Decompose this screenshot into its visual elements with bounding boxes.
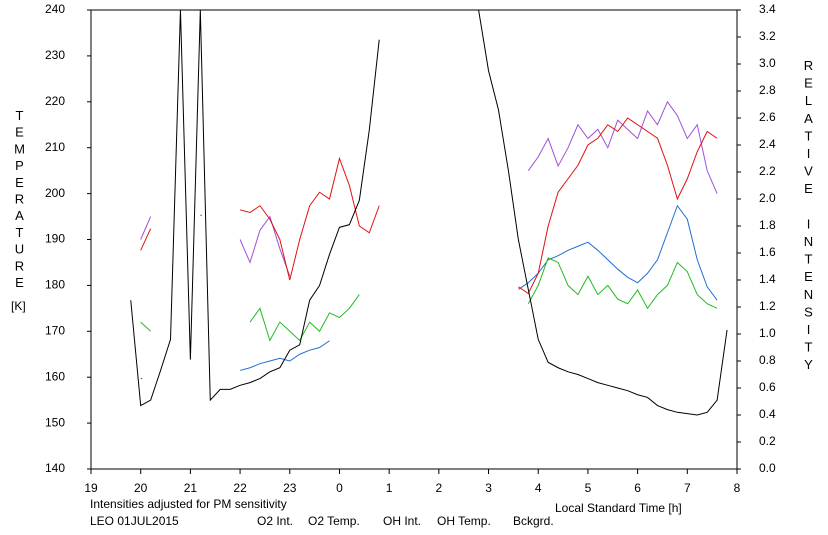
y-tick-label: 240: [45, 2, 65, 16]
x-tick-label: 2: [436, 481, 443, 495]
x-tick-label: 1: [386, 481, 393, 495]
y2-tick-label: 0.6: [759, 380, 776, 394]
y2-tick-label: 2.0: [759, 191, 776, 205]
y-tick-label: 140: [45, 461, 65, 475]
y-tick-label: 200: [45, 186, 65, 200]
y-axis-label: TEMPERATURE: [12, 108, 27, 292]
y2-tick-label: 1.4: [759, 272, 776, 286]
y2-tick-label: 2.8: [759, 83, 776, 97]
y2-tick-label: 0.4: [759, 407, 776, 421]
legend-entry: Bckgrd.: [513, 514, 554, 528]
x-tick-label: 19: [84, 481, 98, 495]
y-tick-label: 150: [45, 415, 65, 429]
y2-tick-label: 3.0: [759, 56, 776, 70]
y2-tick-label: 2.6: [759, 110, 776, 124]
y-tick-label: 190: [45, 232, 65, 246]
y2-tick-label: 3.2: [759, 29, 776, 43]
x-tick-label: 8: [734, 481, 741, 495]
y-tick-label: 220: [45, 94, 65, 108]
legend-entry: O2 Int.: [257, 514, 293, 528]
x-tick-label: 3: [485, 481, 492, 495]
y-tick-label: 160: [45, 369, 65, 383]
series-line: [140, 257, 718, 342]
legend-entry: OH Int.: [383, 514, 421, 528]
x-tick-label: 22: [233, 481, 247, 495]
y2-tick-label: 1.2: [759, 299, 776, 313]
x-tick-label: 0: [336, 481, 343, 495]
y2-tick-label: 1.6: [759, 245, 776, 259]
series-line: [140, 117, 718, 295]
legend-entry: OH Temp.: [437, 514, 491, 528]
series-line: [140, 204, 718, 380]
y2-tick-label: 0.2: [759, 434, 776, 448]
annotation: LEO 01JUL2015: [90, 514, 179, 528]
x-axis-label: Local Standard Time [h]: [555, 501, 682, 515]
legend-entry: O2 Temp.: [308, 514, 360, 528]
y2-tick-label: 2.4: [759, 137, 776, 151]
x-tick-label: 23: [283, 481, 297, 495]
x-tick-label: 4: [535, 481, 542, 495]
y2-tick-label: 0.0: [759, 461, 776, 475]
y-tick-label: 210: [45, 140, 65, 154]
x-tick-label: 20: [134, 481, 148, 495]
series-line: [130, 10, 728, 416]
y-axis-unit: [K]: [11, 299, 26, 313]
x-tick-label: 5: [585, 481, 592, 495]
y2-tick-label: 1.0: [759, 326, 776, 340]
y-tick-label: 180: [45, 278, 65, 292]
annotation: Intensities adjusted for PM sensitivity: [90, 497, 287, 511]
y2-tick-label: 1.8: [759, 218, 776, 232]
y2-tick-label: 0.8: [759, 353, 776, 367]
plot-area: [130, 10, 728, 416]
x-tick-label: 21: [184, 481, 198, 495]
y2-tick-label: 3.4: [759, 2, 776, 16]
y2-tick-label: 2.2: [759, 164, 776, 178]
y-tick-label: 170: [45, 323, 65, 337]
x-tick-label: 7: [684, 481, 691, 495]
series-line: [140, 100, 718, 277]
x-tick-label: 6: [634, 481, 641, 495]
y-tick-label: 230: [45, 48, 65, 62]
y2-axis-label: RELATIVE INTENSITY: [801, 58, 816, 375]
